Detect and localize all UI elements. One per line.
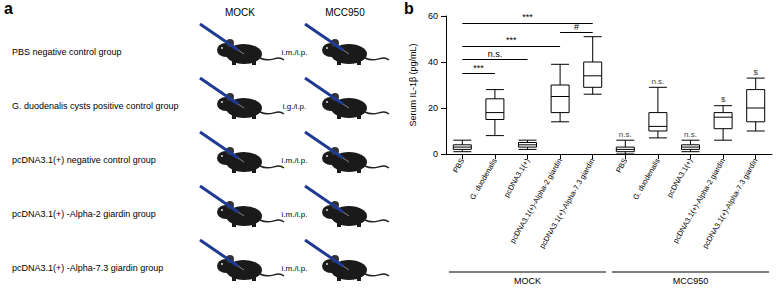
svg-text:pcDNA3.1(+): pcDNA3.1(+) <box>665 156 695 199</box>
svg-text:n.s.: n.s. <box>488 49 503 59</box>
svg-text:i.m./i.p.: i.m./i.p. <box>282 264 308 273</box>
svg-text:n.s.: n.s. <box>619 130 632 139</box>
svg-text:i.m./i.p.: i.m./i.p. <box>282 48 308 57</box>
svg-text:n.s.: n.s. <box>684 130 697 139</box>
svg-text:MCC950: MCC950 <box>325 7 365 18</box>
svg-text:i.m./i.p.: i.m./i.p. <box>282 210 308 219</box>
svg-text:40: 40 <box>428 57 438 67</box>
svg-text:#: # <box>574 22 579 32</box>
svg-text:PBS: PBS <box>451 157 466 174</box>
svg-text:pcDNA3.1(+) -Alpha-7.3 giardin: pcDNA3.1(+) -Alpha-7.3 giardin group <box>12 263 163 273</box>
svg-text:G. duodenalis cysts positive c: G. duodenalis cysts positive control gro… <box>12 101 179 111</box>
svg-text:PBS: PBS <box>614 157 629 174</box>
html-text:a: a <box>4 0 13 17</box>
svg-text:pcDNA3.1(+): pcDNA3.1(+) <box>502 156 532 199</box>
svg-text:pcDNA3.1(+) -Alpha-2 giardin g: pcDNA3.1(+) -Alpha-2 giardin group <box>12 209 156 219</box>
svg-text:MCC950: MCC950 <box>673 276 709 286</box>
svg-text:***: *** <box>506 35 517 45</box>
svg-text:pcDNA3.1(+) negative control g: pcDNA3.1(+) negative control group <box>12 155 156 165</box>
svg-text:G. duodenalis: G. duodenalis <box>468 157 499 202</box>
svg-text:MOCK: MOCK <box>225 7 255 18</box>
html-text:b: b <box>404 0 414 17</box>
svg-text:pcDNA3.1(+)-Alpha-2 giardin: pcDNA3.1(+)-Alpha-2 giardin <box>671 156 727 245</box>
svg-text:pcDNA3.1(+)-Alpha-2 giardin: pcDNA3.1(+)-Alpha-2 giardin <box>508 156 564 245</box>
svg-text:pcDNA3.1(+)-Alpha-7.3 giardin: pcDNA3.1(+)-Alpha-7.3 giardin <box>538 157 597 250</box>
svg-text:***: *** <box>473 63 484 73</box>
svg-text:Serum IL-1β (pg/mL): Serum IL-1β (pg/mL) <box>408 43 418 126</box>
svg-text:pcDNA3.1(+)-Alpha-7.3 giardin: pcDNA3.1(+)-Alpha-7.3 giardin <box>701 157 760 250</box>
svg-text:G. duodenalis: G. duodenalis <box>631 157 662 202</box>
svg-text:MOCK: MOCK <box>514 276 541 286</box>
svg-text:0: 0 <box>433 149 438 159</box>
svg-text:$: $ <box>721 95 726 104</box>
svg-text:60: 60 <box>428 11 438 21</box>
svg-text:n.s.: n.s. <box>651 77 664 86</box>
svg-text:i.m./i.p.: i.m./i.p. <box>282 156 308 165</box>
svg-text:i.g./i.p.: i.g./i.p. <box>283 102 307 111</box>
svg-text:***: *** <box>522 12 533 22</box>
svg-text:$: $ <box>753 68 758 77</box>
svg-text:PBS negative control group: PBS negative control group <box>12 47 122 57</box>
svg-text:20: 20 <box>428 103 438 113</box>
